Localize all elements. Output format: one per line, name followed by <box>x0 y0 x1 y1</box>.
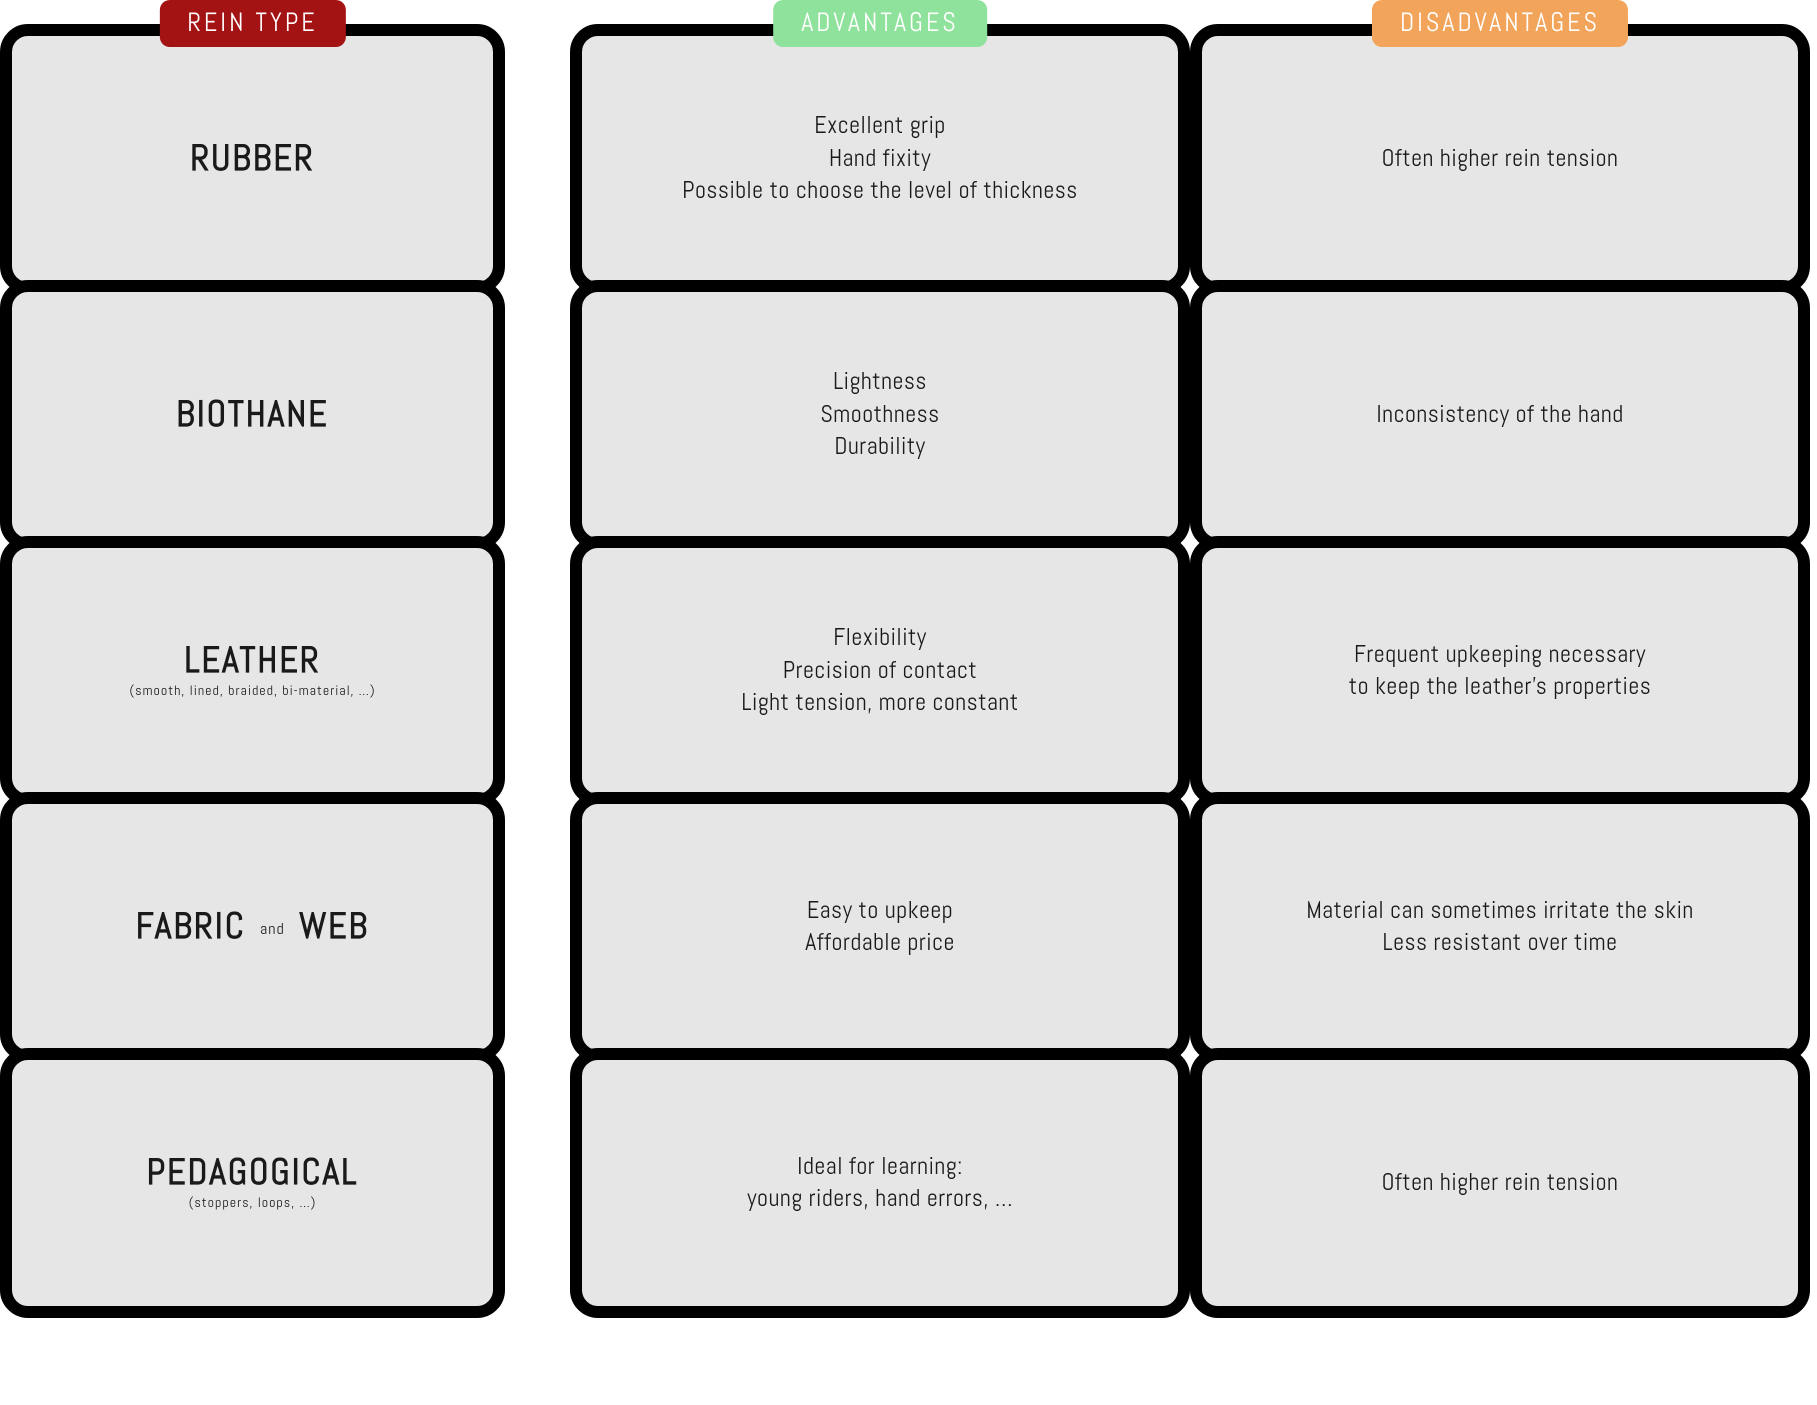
rein-type-cell: FABRIC and WEB <box>0 792 505 1062</box>
advantages-header-label: ADVANTAGES <box>773 0 987 47</box>
disadvantages-header-label: DISADVANTAGES <box>1372 0 1628 47</box>
rein-type-title: LEATHER <box>184 642 320 680</box>
advantage-line: Light tension, more constant <box>741 687 1018 719</box>
disadvantages-cell: Material can sometimes irritate the skin… <box>1190 792 1810 1062</box>
advantage-line: Durability <box>834 431 925 463</box>
disadvantages-cell: Inconsistency of the hand <box>1190 280 1810 550</box>
rein-type-subtitle: (stoppers, loops, …) <box>189 1194 317 1212</box>
advantage-line: Lightness <box>833 366 927 398</box>
rein-type-cell: LEATHER (smooth, lined, braided, bi-mater… <box>0 536 505 806</box>
comparison-table: REIN TYPE ADVANTAGES DISADVANTAGES RUBBER Ex… <box>0 0 1817 1318</box>
disadvantages-cell: Often higher rein tension <box>1190 24 1810 294</box>
disadvantage-line: Frequent upkeeping necessary <box>1354 639 1646 671</box>
advantage-line: Hand fixity <box>829 143 931 175</box>
disadvantage-line: Often higher rein tension <box>1382 1167 1619 1199</box>
conjunction: and <box>256 918 289 939</box>
advantage-line: Easy to upkeep <box>807 895 953 927</box>
advantages-cell: LightnessSmoothnessDurability <box>570 280 1190 550</box>
advantages-cell: Ideal for learning:young riders, hand er… <box>570 1048 1190 1318</box>
advantage-line: Precision of contact <box>783 655 977 687</box>
disadvantages-header: DISADVANTAGES <box>1190 0 1810 48</box>
rein-type-cell: RUBBER <box>0 24 505 294</box>
advantage-line: Smoothness <box>820 399 939 431</box>
rein-type-cell: BIOTHANE <box>0 280 505 550</box>
disadvantage-line: Material can sometimes irritate the skin <box>1306 895 1694 927</box>
rein-type-header: REIN TYPE <box>0 0 505 48</box>
disadvantage-line: to keep the leather's properties <box>1349 671 1652 703</box>
advantages-header: ADVANTAGES <box>570 0 1190 48</box>
rein-type-title: RUBBER <box>190 140 314 178</box>
advantage-line: Excellent grip <box>814 110 946 142</box>
disadvantage-line: Less resistant over time <box>1382 927 1617 959</box>
rein-type-cell: PEDAGOGICAL (stoppers, loops, …) <box>0 1048 505 1318</box>
disadvantages-cell: Often higher rein tension <box>1190 1048 1810 1318</box>
disadvantages-cell: Frequent upkeeping necessaryto keep the … <box>1190 536 1810 806</box>
advantages-cell: Excellent gripHand fixityPossible to cho… <box>570 24 1190 294</box>
disadvantage-line: Often higher rein tension <box>1382 143 1619 175</box>
advantages-cell: Easy to upkeepAffordable price <box>570 792 1190 1062</box>
rein-type-title-part: WEB <box>299 903 369 949</box>
advantage-line: Affordable price <box>805 927 955 959</box>
advantage-line: Flexibility <box>833 622 927 654</box>
rein-type-title: PEDAGOGICAL <box>147 1154 359 1192</box>
rein-type-subtitle: (smooth, lined, braided, bi-material, …) <box>129 682 375 700</box>
advantages-cell: FlexibilityPrecision of contactLight ten… <box>570 536 1190 806</box>
advantage-line: Possible to choose the level of thicknes… <box>682 175 1078 207</box>
advantage-line: Ideal for learning: <box>797 1151 963 1183</box>
advantage-line: young riders, hand errors, … <box>747 1183 1013 1215</box>
rein-type-title: FABRIC and WEB <box>136 908 369 946</box>
rein-type-title-part: FABRIC <box>136 903 246 949</box>
disadvantage-line: Inconsistency of the hand <box>1376 399 1623 431</box>
rein-type-title: BIOTHANE <box>176 396 329 434</box>
rein-type-header-label: REIN TYPE <box>159 0 345 47</box>
